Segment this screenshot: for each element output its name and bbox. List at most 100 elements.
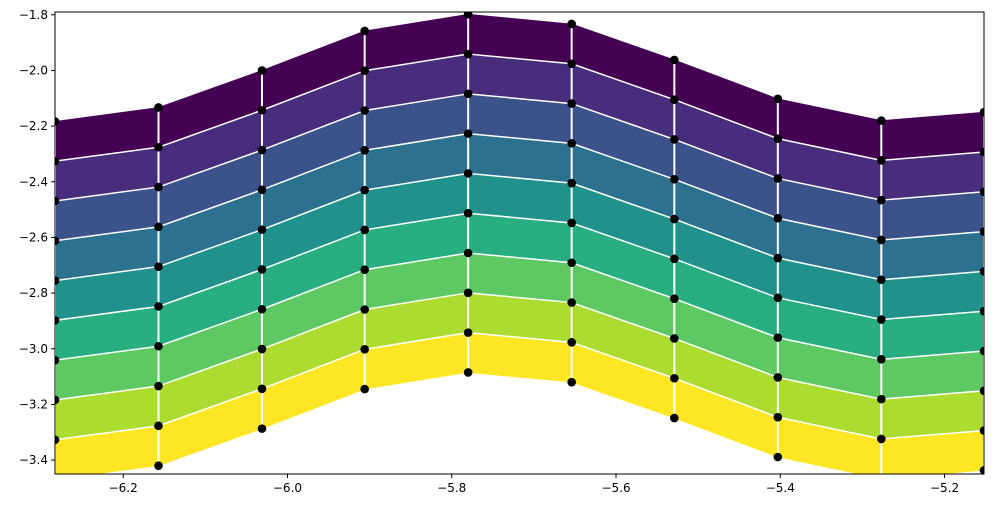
data-point	[154, 262, 163, 271]
data-point	[670, 334, 679, 343]
y-tick-label: −3.2	[19, 397, 48, 411]
data-point	[360, 225, 369, 235]
data-point	[567, 59, 576, 69]
data-point	[979, 466, 984, 474]
data-point	[773, 134, 783, 143]
row-line	[55, 252, 984, 361]
axes-frame	[54, 11, 985, 475]
data-point	[773, 333, 783, 342]
y-axis: −3.4 −3.2 −3.0 −2.8 −2.6 −2.4 −2.2 −2.0 −1.8	[19, 8, 55, 467]
row-line	[55, 53, 984, 162]
data-point	[257, 185, 267, 195]
y-tick-label: −2.0	[19, 63, 48, 77]
y-tick-label: −2.4	[19, 175, 48, 189]
data-point	[463, 248, 473, 258]
data-point	[360, 66, 369, 76]
data-point	[360, 305, 369, 314]
data-point	[463, 288, 473, 298]
data-point	[567, 19, 576, 29]
data-point	[567, 178, 576, 188]
data-point	[55, 156, 60, 166]
data-point	[979, 306, 984, 316]
data-point	[463, 328, 473, 337]
data-point	[55, 276, 60, 285]
x-axis: −6.2 −6.0 −5.8 −5.6 −5.4 −5.2	[109, 474, 959, 495]
x-tick-label: −5.2	[930, 481, 959, 495]
row-lines	[55, 53, 984, 441]
row-line	[55, 292, 984, 401]
data-point	[670, 254, 679, 264]
data-point	[154, 103, 163, 112]
data-point	[154, 182, 163, 192]
plot-area	[55, 12, 984, 474]
data-point	[463, 49, 473, 59]
data-point	[979, 147, 984, 157]
data-point	[360, 146, 369, 155]
data-point	[257, 384, 267, 394]
data-point	[154, 222, 163, 232]
data-point	[55, 236, 60, 246]
row-line	[55, 172, 984, 282]
x-tick-label: −6.0	[273, 481, 302, 495]
markers	[55, 12, 984, 474]
data-point	[670, 373, 679, 383]
data-point	[154, 341, 163, 351]
data-point	[773, 412, 783, 422]
data-point	[257, 265, 267, 274]
data-point	[773, 293, 783, 303]
row-line	[55, 331, 984, 441]
data-point	[55, 395, 60, 405]
data-point	[154, 381, 163, 391]
data-point	[463, 368, 473, 377]
data-point	[55, 435, 60, 445]
data-point	[257, 424, 267, 433]
column-lines	[55, 14, 984, 474]
data-point	[979, 267, 984, 276]
data-point	[979, 386, 984, 396]
x-tick-label: −5.8	[437, 481, 466, 495]
data-point	[877, 355, 886, 364]
data-point	[154, 302, 163, 311]
data-point	[877, 275, 886, 285]
data-point	[670, 135, 679, 144]
row-line	[55, 132, 984, 242]
data-point	[463, 12, 473, 19]
data-point	[567, 218, 576, 228]
data-point	[154, 461, 163, 470]
data-point	[670, 214, 679, 224]
data-point	[257, 145, 267, 155]
data-point	[360, 185, 369, 195]
data-point	[257, 304, 267, 314]
data-point	[55, 355, 60, 365]
data-point	[257, 105, 267, 115]
data-point	[773, 174, 783, 183]
x-tick-label: −5.6	[601, 481, 630, 495]
data-point	[360, 384, 369, 394]
data-point	[979, 346, 984, 356]
y-tick-label: −1.8	[19, 8, 48, 22]
data-point	[567, 377, 576, 387]
data-point	[567, 99, 576, 108]
data-point	[360, 345, 369, 354]
data-point	[877, 235, 886, 245]
x-tick-label: −6.2	[109, 481, 138, 495]
data-point	[55, 316, 60, 325]
data-point	[773, 373, 783, 382]
data-point	[154, 421, 163, 431]
data-point	[567, 258, 576, 268]
data-point	[55, 117, 60, 126]
data-point	[567, 298, 576, 307]
data-point	[773, 253, 783, 263]
data-point	[877, 315, 886, 324]
data-point	[670, 95, 679, 104]
row-line	[55, 93, 984, 202]
data-point	[877, 195, 886, 205]
data-point	[567, 338, 576, 347]
y-tick-label: −3.4	[19, 453, 48, 467]
data-point	[877, 394, 886, 404]
data-point	[979, 107, 984, 117]
y-tick-label: −2.8	[19, 286, 48, 300]
data-point	[670, 413, 679, 423]
data-point	[55, 196, 60, 206]
